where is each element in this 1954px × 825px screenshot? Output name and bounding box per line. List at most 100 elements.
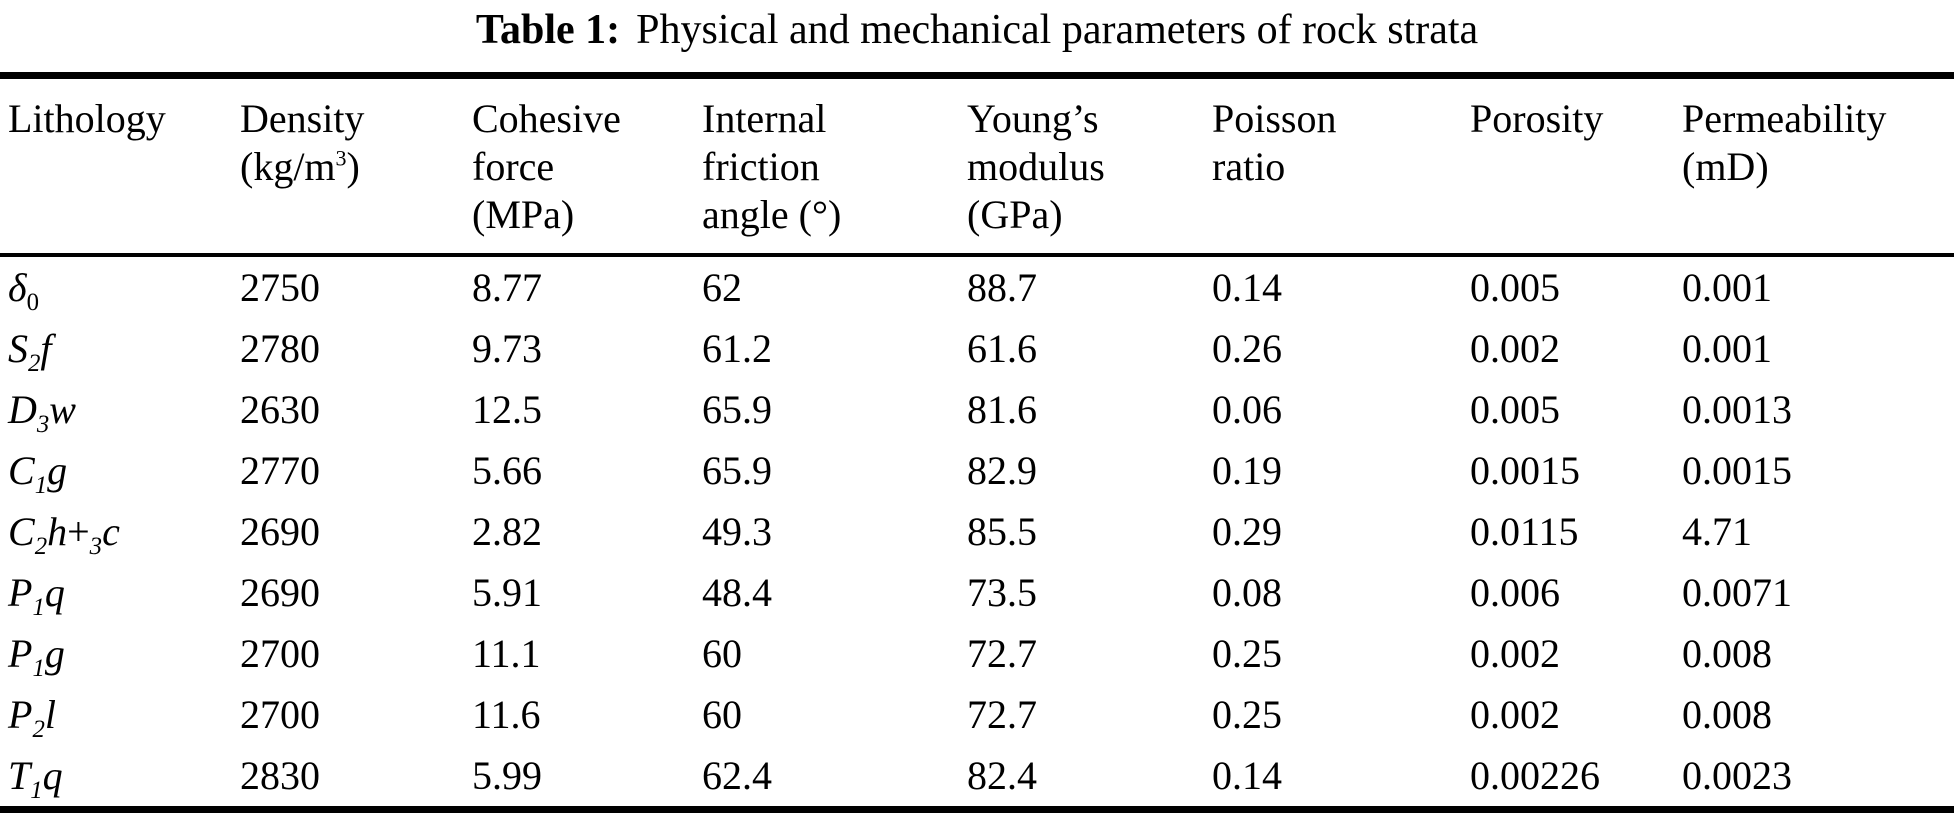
table-row: C2h+3c 2690 2.82 49.3 85.5 0.29 0.0115 4.71 bbox=[0, 501, 1954, 562]
cell-porosity: 0.002 bbox=[1470, 692, 1560, 738]
cell-internal-friction-angle: 49.3 bbox=[702, 509, 772, 555]
table-row: D3w 2630 12.5 65.9 81.6 0.06 0.005 0.0013 bbox=[0, 379, 1954, 440]
cell-porosity: 0.005 bbox=[1470, 387, 1560, 433]
table-caption-text: Physical and mechanical parameters of ro… bbox=[636, 7, 1479, 53]
header-line: Cohesive bbox=[472, 95, 702, 143]
column-header-density: Density (kg/m3) bbox=[240, 75, 472, 258]
cell-porosity: 0.002 bbox=[1470, 631, 1560, 677]
header-line: Permeability bbox=[1682, 95, 1954, 143]
text-segment: P bbox=[8, 570, 33, 616]
cell-permeability: 0.0023 bbox=[1682, 753, 1792, 799]
cell-internal-friction-angle: 65.9 bbox=[702, 387, 772, 433]
header-line: (GPa) bbox=[967, 191, 1212, 239]
header-line: (MPa) bbox=[472, 191, 702, 239]
cell-porosity: 0.006 bbox=[1470, 570, 1560, 616]
cell-youngs-modulus: 82.9 bbox=[967, 448, 1037, 494]
text-segment: Lithology bbox=[8, 96, 166, 142]
subscript: 3 bbox=[36, 411, 50, 439]
text-segment: D bbox=[8, 387, 37, 433]
text-segment: Internal bbox=[702, 96, 827, 142]
cell-lithology: C2h+3c bbox=[0, 501, 240, 562]
cell-internal-friction-angle: 61.2 bbox=[702, 326, 772, 372]
column-header-porosity: Porosity bbox=[1470, 75, 1682, 258]
cell-lithology: P1g bbox=[0, 623, 240, 684]
cell-density: 2690 bbox=[240, 570, 320, 616]
text-segment: Young’s bbox=[967, 96, 1099, 142]
text-segment: h bbox=[47, 509, 68, 555]
subscript: 0 bbox=[26, 289, 39, 317]
cell-permeability: 0.008 bbox=[1682, 692, 1772, 738]
cell-lithology: P1q bbox=[0, 562, 240, 623]
cell-permeability: 0.008 bbox=[1682, 631, 1772, 677]
header-line: Lithology bbox=[8, 95, 240, 143]
cell-poisson-ratio: 0.25 bbox=[1212, 692, 1282, 738]
cell-youngs-modulus: 88.7 bbox=[967, 265, 1037, 311]
header-line: (kg/m3) bbox=[240, 143, 472, 191]
cell-lithology: δ0 bbox=[0, 255, 240, 318]
cell-youngs-modulus: 73.5 bbox=[967, 570, 1037, 616]
column-header-permeability: Permeability (mD) bbox=[1682, 75, 1954, 258]
text-segment: P bbox=[8, 631, 33, 677]
cell-cohesive-force: 8.77 bbox=[472, 265, 542, 311]
cell-porosity: 0.00226 bbox=[1470, 753, 1600, 799]
text-segment: f bbox=[40, 326, 52, 372]
column-header-lithology: Lithology bbox=[0, 75, 240, 258]
subscript: 2 bbox=[34, 533, 48, 561]
text-segment: l bbox=[44, 692, 56, 738]
cell-porosity: 0.002 bbox=[1470, 326, 1560, 372]
cell-density: 2630 bbox=[240, 387, 320, 433]
subscript: 1 bbox=[32, 655, 45, 683]
cell-porosity: 0.005 bbox=[1470, 265, 1560, 311]
cell-youngs-modulus: 85.5 bbox=[967, 509, 1037, 555]
cell-permeability: 0.001 bbox=[1682, 326, 1772, 372]
text-segment: friction bbox=[702, 144, 820, 190]
subscript: 1 bbox=[34, 472, 48, 500]
text-segment: S bbox=[8, 326, 28, 372]
header-line: Internal bbox=[702, 95, 967, 143]
cell-cohesive-force: 5.99 bbox=[472, 753, 542, 799]
column-header-internal-friction-angle: Internal friction angle (°) bbox=[702, 75, 967, 258]
cell-porosity: 0.0115 bbox=[1470, 509, 1579, 555]
header-line: Poisson bbox=[1212, 95, 1470, 143]
table-header: Lithology Density (kg/m3) Cohesive force (MPa… bbox=[0, 75, 1954, 258]
header-line: ratio bbox=[1212, 143, 1470, 191]
text-segment: force bbox=[472, 144, 555, 190]
text-segment: + bbox=[67, 509, 90, 555]
cell-cohesive-force: 9.73 bbox=[472, 326, 542, 372]
text-segment: c bbox=[102, 509, 120, 555]
cell-cohesive-force: 5.66 bbox=[472, 448, 542, 494]
column-header-youngs-modulus: Young’s modulus (GPa) bbox=[967, 75, 1212, 258]
cell-cohesive-force: 2.82 bbox=[472, 509, 542, 555]
cell-internal-friction-angle: 62.4 bbox=[702, 753, 772, 799]
text-segment: ) bbox=[346, 144, 360, 190]
text-segment: P bbox=[8, 692, 33, 738]
cell-poisson-ratio: 0.29 bbox=[1212, 509, 1282, 555]
cell-poisson-ratio: 0.06 bbox=[1212, 387, 1282, 433]
header-line: Density bbox=[240, 95, 472, 143]
cell-density: 2750 bbox=[240, 265, 320, 311]
text-segment: Poisson bbox=[1212, 96, 1337, 142]
cell-internal-friction-angle: 60 bbox=[702, 692, 742, 738]
text-segment: δ bbox=[8, 265, 27, 311]
cell-density: 2830 bbox=[240, 753, 320, 799]
text-segment: q bbox=[42, 753, 63, 799]
text-segment: (GPa) bbox=[967, 192, 1063, 238]
cell-youngs-modulus: 81.6 bbox=[967, 387, 1037, 433]
table-body: δ0 2750 8.77 62 88.7 0.14 0.005 0.001 S2f 2780 9.7… bbox=[0, 255, 1954, 810]
cell-density: 2690 bbox=[240, 509, 320, 555]
header-line: Porosity bbox=[1470, 95, 1682, 143]
text-segment: C bbox=[8, 509, 35, 555]
subscript: 2 bbox=[32, 716, 45, 744]
cell-permeability: 0.0071 bbox=[1682, 570, 1792, 616]
table-row: P1g 2700 11.1 60 72.7 0.25 0.002 0.008 bbox=[0, 623, 1954, 684]
table-row: T1q 2830 5.99 62.4 82.4 0.14 0.00226 0.0023 bbox=[0, 745, 1954, 810]
cell-cohesive-force: 11.1 bbox=[472, 631, 541, 677]
cell-lithology: D3w bbox=[0, 379, 240, 440]
text-segment: C bbox=[8, 448, 35, 494]
cell-cohesive-force: 5.91 bbox=[472, 570, 542, 616]
table-row: C1g 2770 5.66 65.9 82.9 0.19 0.0015 0.0015 bbox=[0, 440, 1954, 501]
table-row: S2f 2780 9.73 61.2 61.6 0.26 0.002 0.001 bbox=[0, 318, 1954, 379]
header-line: force bbox=[472, 143, 702, 191]
cell-youngs-modulus: 72.7 bbox=[967, 692, 1037, 738]
header-line: friction bbox=[702, 143, 967, 191]
